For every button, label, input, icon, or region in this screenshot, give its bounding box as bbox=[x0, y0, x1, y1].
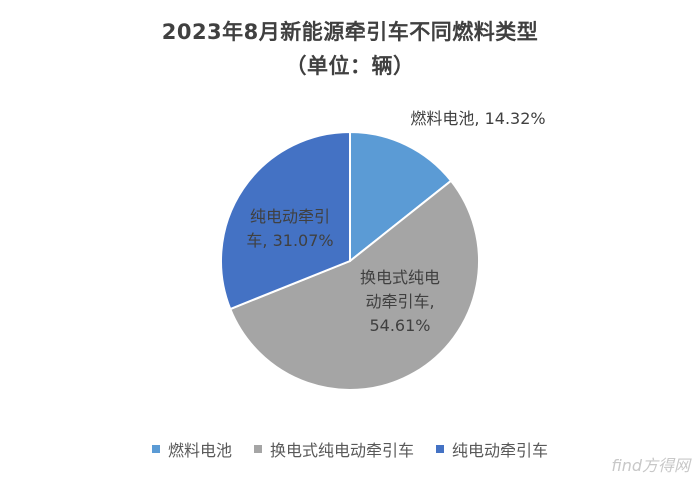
pie-slice bbox=[228, 179, 480, 391]
chart-subtitle: （单位：辆） bbox=[285, 54, 415, 78]
slice-data-label: 燃料电池, 14.32% bbox=[410, 109, 545, 128]
pie-slice bbox=[220, 130, 351, 311]
legend-label: 换电式纯电动牵引车 bbox=[269, 441, 414, 460]
legend-label: 燃料电池 bbox=[167, 441, 232, 460]
legend: 燃料电池 换电式纯电动牵引车 纯电动牵引车 bbox=[0, 437, 700, 461]
legend-swatch bbox=[253, 445, 262, 453]
legend-swatch bbox=[151, 445, 160, 453]
slice-data-label: 换电式纯电动牵引车, 54.61% bbox=[360, 268, 440, 335]
pie-slice bbox=[349, 130, 453, 264]
legend-item-fuel-cell: 燃料电池 bbox=[151, 437, 232, 461]
slice-data-label: 纯电动牵引车, 31.07% bbox=[246, 207, 333, 250]
legend-swatch bbox=[436, 445, 444, 453]
legend-item-battery-swap: 换电式纯电动牵引车 bbox=[253, 437, 414, 461]
legend-item-pure-electric: 纯电动牵引车 bbox=[436, 437, 548, 461]
chart-title: 2023年8月新能源牵引车不同燃料类型 bbox=[161, 20, 539, 44]
legend-label: 纯电动牵引车 bbox=[452, 441, 549, 460]
watermark-logo: find方得网 bbox=[611, 456, 690, 475]
